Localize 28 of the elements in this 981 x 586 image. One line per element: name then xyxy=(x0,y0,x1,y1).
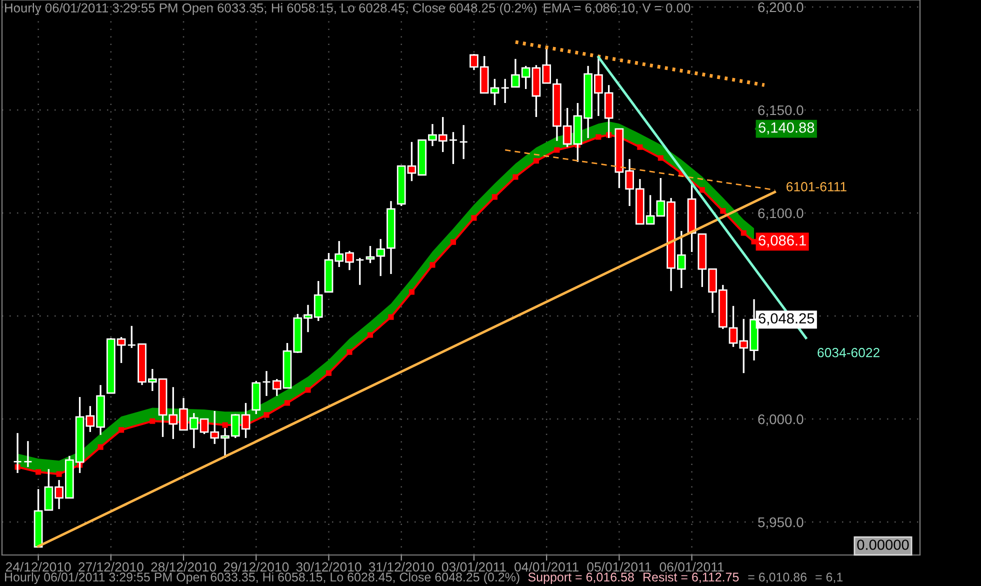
text: = 6,010.86 xyxy=(748,572,807,584)
x-tick-label: 30/12/2010 xyxy=(296,562,362,572)
ref-line-label: 6,048.25 xyxy=(758,313,814,326)
text: Resist = 6,112.75 xyxy=(644,572,739,584)
ref-line-label: 6,086.1 xyxy=(758,235,806,248)
text: 0.00000 xyxy=(857,540,909,550)
x-tick-label: 29/12/2010 xyxy=(224,562,289,572)
x-tick-label: 27/12/2010 xyxy=(78,562,144,572)
y-tick-label: 6,100.0 xyxy=(758,208,804,220)
text: Support = 6,016.58 xyxy=(528,572,634,584)
x-tick-label: 31/12/2010 xyxy=(368,562,434,572)
y-tick-label: 5,950.0 xyxy=(758,517,804,529)
y-tick-label: 6,000.0 xyxy=(758,414,804,426)
x-tick-label: 28/12/2010 xyxy=(151,562,216,572)
ref-line-label: 6,140.88 xyxy=(758,122,814,134)
x-tick-label: 05/01/2011 xyxy=(587,562,652,572)
chart-title: Hourly 06/01/2011 3:29:55 PM Open 6033.35, Hi 6058.15, Lo 6028.45, Close 6048.25 (0.2%) xyxy=(5,3,537,16)
x-tick-label: 04/01/2011 xyxy=(514,562,578,572)
x-tick-label: 03/01/2011 xyxy=(442,562,506,572)
text: = 6,1 xyxy=(816,572,843,584)
x-tick-label: 06/01/2011 xyxy=(660,562,724,572)
y-tick-label: 6,200.0 xyxy=(758,2,804,14)
text: Hourly 06/01/2011 3:29:55 PM Open 6033.35, Hi 6058.15, Lo 6028.45, Close 6048.25 (0.2%) xyxy=(5,572,520,584)
series-label: 6034-6022 xyxy=(818,348,880,358)
series-label: 6101-6111 xyxy=(786,182,846,192)
x-tick-label: 24/12/2010 xyxy=(6,562,71,572)
y-tick-label: 6,150.0 xyxy=(758,105,804,117)
chart-subtitle: EMA = 6,086.10, V = 0.00 xyxy=(544,3,690,14)
